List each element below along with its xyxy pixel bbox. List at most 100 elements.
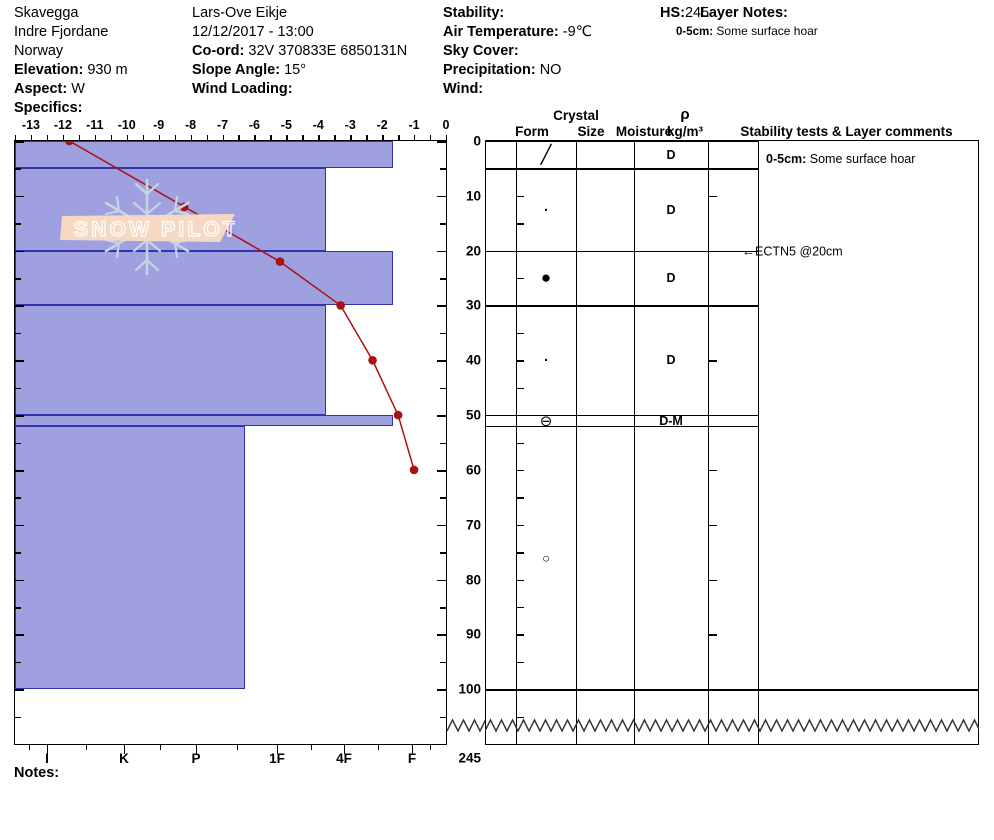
form-column-tick [516, 579, 524, 581]
temp-tick [350, 135, 352, 140]
rho-column-tick [708, 250, 717, 253]
hardness-tick [196, 745, 198, 754]
table-column-divider [576, 141, 578, 744]
profile-header: Skavegga Indre Fjordane Norway Elevation… [0, 0, 994, 116]
stability-test-text: ECTN5 @20cm [755, 244, 843, 259]
moisture-header-label: Moisture [615, 124, 673, 139]
layer-comment: 0-5cm: Some surface hoar [766, 152, 916, 167]
temp-tick-label: -9 [153, 118, 165, 132]
depth-minor-tick [440, 223, 446, 225]
hardness-tick-label: 4F [336, 751, 352, 766]
sky-label: Sky Cover: [443, 43, 519, 59]
hs-label: HS: [660, 5, 685, 21]
header-conditions-column: Stability: Air Temperature: -9℃ Sky Cove… [443, 4, 592, 99]
temp-tick-label: 0 [442, 118, 450, 132]
observation-datetime: 12/12/2017 - 13:00 [192, 24, 314, 40]
depth-minor-tick-left [15, 305, 24, 308]
depth-tick-label: 20 [465, 243, 481, 259]
hardness-tick [124, 745, 126, 754]
depth-minor-tick-left [15, 606, 21, 609]
table-column-divider [708, 141, 710, 744]
depth-minor-tick-left [15, 716, 21, 719]
form-column-tick [516, 634, 524, 636]
form-column-tick [516, 387, 524, 390]
depth-minor-tick-left [15, 332, 21, 335]
depth-minor-tick-left [15, 579, 24, 582]
moisture-value: D [666, 353, 676, 368]
depth-minor-tick [440, 168, 446, 170]
depth-minor-tick [437, 141, 446, 143]
depth-minor-tick-left [15, 442, 21, 445]
layer-boundary-line [486, 305, 758, 307]
temp-tick [382, 135, 384, 140]
form-column-tick [516, 360, 524, 362]
form-column-tick [516, 552, 524, 554]
layer-boundary-line [486, 168, 758, 170]
temp-tick [222, 135, 224, 140]
depth-tick-label: 60 [465, 462, 481, 478]
coord-value: 32V 370833E 6850131N [248, 43, 408, 59]
hardness-minor-tick [85, 745, 87, 750]
temp-tick-label: -1 [408, 118, 420, 132]
table-bottom-border [485, 744, 979, 746]
form-column-tick [516, 332, 524, 335]
layer-boundary-line [486, 426, 758, 428]
depth-break-zigzag [485, 718, 979, 733]
moisture-value: D [666, 271, 676, 286]
stability-test-label: ←ECTN5 @20cm [742, 243, 843, 258]
header-observation-column: Lars-Ove Eikje 12/12/2017 - 13:00 Co-ord… [192, 4, 407, 99]
hardness-tick [412, 745, 414, 754]
hardness-minor-tick [429, 745, 431, 750]
header-site-column: Skavegga Indre Fjordane Norway Elevation… [14, 4, 128, 118]
temp-tick [318, 135, 320, 140]
temp-tick-label: -8 [185, 118, 197, 132]
wind: Wind: [443, 80, 592, 99]
slope-label: Slope Angle: [192, 62, 281, 78]
depth-minor-tick-left [15, 195, 24, 198]
temp-tick-label: -4 [312, 118, 324, 132]
header-hs: HS:245 [660, 4, 709, 23]
hardness-minor-tick [310, 745, 312, 750]
temperature-polyline [68, 141, 415, 471]
form-column-tick [516, 606, 524, 609]
grain-form-symbol: ╱ [540, 144, 552, 165]
size-header-label: Size [577, 124, 605, 139]
temperature-point [64, 141, 74, 146]
layer-boundary-line [486, 689, 978, 691]
elevation-value: 930 m [87, 62, 128, 78]
moisture-value: D [666, 147, 676, 162]
temperature-point [393, 410, 403, 420]
sky-cover: Sky Cover: [443, 42, 592, 61]
rho-column-tick [708, 305, 717, 307]
depth-minor-tick-left [15, 141, 24, 143]
depth-minor-tick-left [15, 689, 24, 691]
windload-label: Wind Loading: [192, 81, 293, 97]
depth-minor-tick-left [15, 250, 24, 253]
slope-angle: Slope Angle: 15° [192, 61, 407, 80]
depth-minor-tick [440, 606, 446, 609]
temperature-point [336, 301, 345, 310]
observer-name: Lars-Ove Eikje [192, 5, 288, 21]
form-column-tick [516, 250, 524, 253]
form-column-tick [516, 716, 524, 718]
rho-header-label: ρ [680, 106, 690, 123]
depth-tick-label: 0 [473, 133, 481, 149]
hardness-bar [15, 305, 326, 416]
temp-tick [94, 135, 97, 140]
hardness-bar [15, 250, 393, 306]
rho-column-tick [708, 524, 717, 527]
aspect-label: Aspect: [14, 81, 68, 97]
site-specifics: Specifics: [14, 99, 128, 118]
stability: Stability: [443, 4, 592, 23]
form-column-tick [516, 195, 524, 198]
temp-tick-label: -3 [344, 118, 356, 132]
layer-note-entry: 0-5cm: Some surface hoar [676, 24, 818, 38]
total-depth-label: 245 [458, 750, 481, 766]
temp-tick [126, 135, 129, 140]
layer-boundary-line [486, 415, 758, 417]
depth-minor-tick-left [15, 415, 24, 417]
form-header-label: Form [515, 124, 549, 139]
rho-units-label: kg/m³ [666, 124, 703, 139]
depth-minor-tick-left [15, 387, 21, 390]
hardness-tick-label: K [119, 751, 129, 766]
